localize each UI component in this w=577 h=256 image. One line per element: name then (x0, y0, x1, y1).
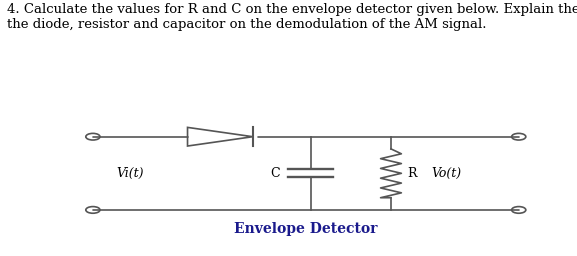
Text: Vo(t): Vo(t) (431, 167, 462, 180)
Text: 4. Calculate the values for R and C on the envelope detector given below. Explai: 4. Calculate the values for R and C on t… (7, 3, 577, 30)
Text: R: R (407, 167, 417, 180)
Text: C: C (270, 167, 280, 180)
Text: Envelope Detector: Envelope Detector (234, 222, 377, 236)
Text: Vi(t): Vi(t) (117, 167, 144, 180)
